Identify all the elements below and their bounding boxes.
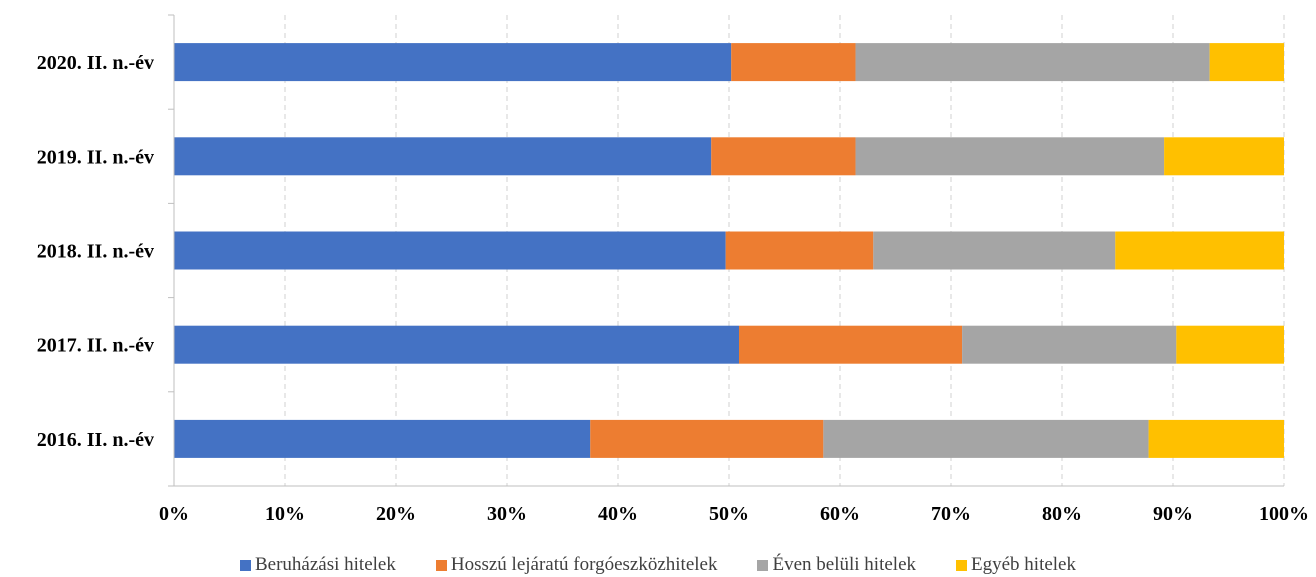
bar-segment bbox=[731, 43, 856, 82]
bar-segment bbox=[174, 231, 726, 270]
bar-segment bbox=[174, 137, 712, 176]
bar-segment bbox=[711, 137, 856, 176]
x-tick-label: 30% bbox=[487, 503, 527, 525]
bar-segment bbox=[1115, 231, 1284, 270]
category-label: 2020. II. n.-év bbox=[37, 52, 154, 74]
x-tick-label: 0% bbox=[159, 503, 189, 525]
x-tick-label: 90% bbox=[1153, 503, 1193, 525]
legend-item: Beruházási hitelek bbox=[240, 554, 396, 576]
bar-segment bbox=[855, 137, 1165, 176]
bar-segment bbox=[855, 43, 1210, 82]
legend-swatch bbox=[757, 559, 769, 571]
bar-segment bbox=[174, 419, 591, 458]
bar-segment bbox=[873, 231, 1116, 270]
x-tick-label: 20% bbox=[376, 503, 416, 525]
legend-label: Hosszú lejáratú forgóeszközhitelek bbox=[450, 554, 718, 575]
bars bbox=[174, 43, 1284, 458]
x-tick-label: 10% bbox=[265, 503, 305, 525]
legend-swatch bbox=[240, 559, 251, 571]
axes bbox=[168, 14, 1284, 487]
category-label: 2016. II. n.-év bbox=[37, 429, 154, 451]
legend-swatch bbox=[956, 559, 967, 571]
legend: Beruházási hitelek Hosszú lejáratú forgóe… bbox=[0, 553, 1316, 577]
legend-swatch bbox=[435, 559, 447, 571]
category-label: 2018. II. n.-év bbox=[37, 241, 154, 263]
x-tick-label: 100% bbox=[1259, 503, 1309, 525]
x-tick-label: 60% bbox=[820, 503, 860, 525]
bar-segment bbox=[823, 419, 1149, 458]
legend-label: Egyéb hitelek bbox=[971, 554, 1076, 575]
bar-segment bbox=[590, 419, 824, 458]
x-tick-label: 50% bbox=[709, 503, 749, 525]
legend-label: Éven belüli hitelek bbox=[772, 554, 916, 575]
legend-label: Beruházási hitelek bbox=[255, 554, 396, 575]
category-label: 2017. II. n.-év bbox=[37, 335, 154, 357]
x-tick-label: 70% bbox=[931, 503, 971, 525]
stacked-bar-chart: 2020. II. n.-év 2019. II. n.-év 2018. II. … bbox=[37, 14, 1309, 525]
bar-segment bbox=[174, 43, 732, 82]
bar-segment bbox=[1209, 43, 1284, 82]
bar-segment bbox=[1164, 137, 1284, 176]
bar-segment bbox=[1148, 419, 1284, 458]
bar-segment bbox=[962, 325, 1177, 364]
category-label: 2019. II. n.-év bbox=[37, 146, 154, 168]
category-labels: 2020. II. n.-év 2019. II. n.-év 2018. II. … bbox=[37, 52, 154, 451]
x-tick-label: 40% bbox=[598, 503, 638, 525]
bar-segment bbox=[725, 231, 874, 270]
x-tick-labels: 0% 10% 20% 30% 40% 50% 60% 70% 80% 90% 100% bbox=[159, 503, 1309, 525]
x-tick-label: 80% bbox=[1042, 503, 1082, 525]
bar-segment bbox=[1176, 325, 1284, 364]
legend-item: Éven belüli hitelek bbox=[757, 554, 916, 576]
bar-segment bbox=[738, 325, 963, 364]
bar-segment bbox=[174, 325, 739, 364]
legend-item: Hosszú lejáratú forgóeszközhitelek bbox=[435, 554, 718, 576]
legend-item: Egyéb hitelek bbox=[956, 554, 1076, 576]
